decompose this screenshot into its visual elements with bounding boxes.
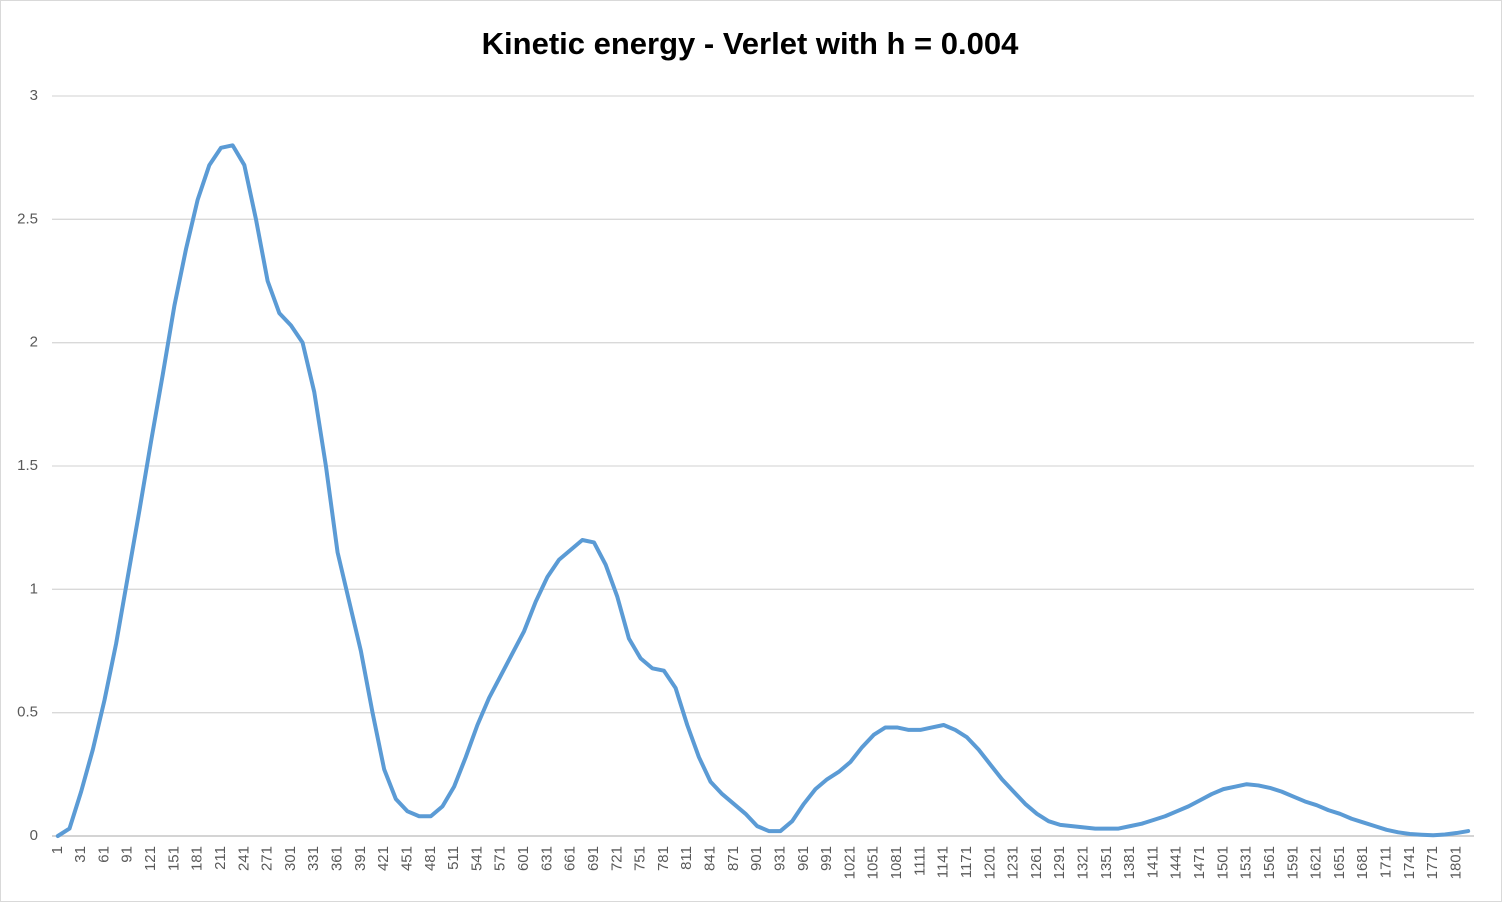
x-tick-label: 1741	[1401, 846, 1418, 879]
y-tick-label: 2.5	[17, 210, 38, 227]
y-tick-label: 0.5	[17, 704, 38, 721]
x-tick-label: 1501	[1214, 846, 1231, 879]
x-tick-label: 1051	[865, 846, 882, 879]
x-tick-label: 1201	[981, 846, 998, 879]
x-tick-label: 931	[771, 846, 788, 871]
x-tick-label: 1381	[1121, 846, 1138, 879]
y-tick-label: 1	[30, 580, 38, 597]
x-tick-label: 781	[655, 846, 672, 871]
x-tick-label: 721	[608, 846, 625, 871]
x-tick-label: 1291	[1051, 846, 1068, 879]
y-tick-label: 3	[30, 87, 38, 104]
y-tick-label: 1.5	[17, 457, 38, 474]
x-tick-label: 91	[119, 846, 136, 863]
x-tick-label: 1171	[958, 846, 975, 878]
x-tick-label: 1141	[935, 846, 952, 878]
x-tick-label: 631	[538, 846, 555, 871]
x-tick-label: 31	[72, 846, 89, 863]
x-tick-label: 61	[95, 846, 112, 863]
x-tick-label: 991	[818, 846, 835, 871]
x-tick-label: 361	[329, 846, 346, 871]
x-tick-label: 1621	[1308, 846, 1325, 879]
x-tick-label: 211	[212, 846, 229, 870]
x-tick-label: 1081	[888, 846, 905, 879]
x-tick-label: 271	[259, 846, 276, 871]
x-tick-label: 511	[445, 846, 462, 870]
x-tick-label: 1321	[1075, 846, 1092, 879]
data-line	[55, 143, 1471, 838]
x-tick-label: 331	[305, 846, 322, 871]
y-tick-label: 0	[30, 827, 38, 844]
x-tick-label: 1441	[1168, 846, 1185, 879]
x-tick-label: 1411	[1144, 846, 1161, 878]
x-tick-label: 961	[795, 846, 812, 871]
x-tick-label: 1561	[1261, 846, 1278, 879]
x-tick-label: 1651	[1331, 846, 1348, 879]
x-tick-label: 661	[562, 846, 579, 871]
x-tick-label: 871	[725, 846, 742, 871]
x-tick-label: 841	[702, 846, 719, 871]
x-tick-label: 301	[282, 846, 299, 871]
x-tick-label: 1771	[1424, 846, 1441, 879]
x-tick-label: 691	[585, 846, 602, 871]
x-tick-label: 451	[398, 846, 415, 871]
x-tick-label: 601	[515, 846, 532, 871]
x-tick-label: 901	[748, 846, 765, 871]
x-tick-label: 391	[352, 846, 369, 871]
x-tick-label: 811	[678, 846, 695, 870]
x-tick-label: 571	[492, 846, 509, 871]
x-tick-label: 541	[468, 846, 485, 871]
x-tick-label: 1681	[1354, 846, 1371, 879]
x-tick-label: 1111	[911, 846, 928, 876]
x-tick-label: 1	[49, 846, 66, 854]
x-tick-label: 1591	[1284, 846, 1301, 879]
x-tick-label: 1351	[1098, 846, 1115, 879]
x-tick-label: 481	[422, 846, 439, 871]
x-tick-label: 1711	[1378, 846, 1395, 878]
x-tick-label: 1021	[841, 846, 858, 879]
x-tick-label: 241	[235, 846, 252, 871]
x-tick-label: 1801	[1447, 846, 1464, 879]
x-tick-label: 121	[142, 846, 159, 871]
y-tick-label: 2	[30, 334, 38, 351]
x-tick-label: 751	[632, 846, 649, 871]
x-tick-label: 421	[375, 846, 392, 871]
x-tick-label: 1261	[1028, 846, 1045, 879]
x-tick-label: 181	[189, 846, 206, 871]
x-tick-label: 1231	[1005, 846, 1022, 879]
x-tick-label: 1471	[1191, 846, 1208, 879]
x-tick-label: 151	[165, 846, 182, 871]
chart-title: Kinetic energy - Verlet with h = 0.004	[482, 26, 1019, 61]
x-tick-label: 1531	[1238, 846, 1255, 879]
